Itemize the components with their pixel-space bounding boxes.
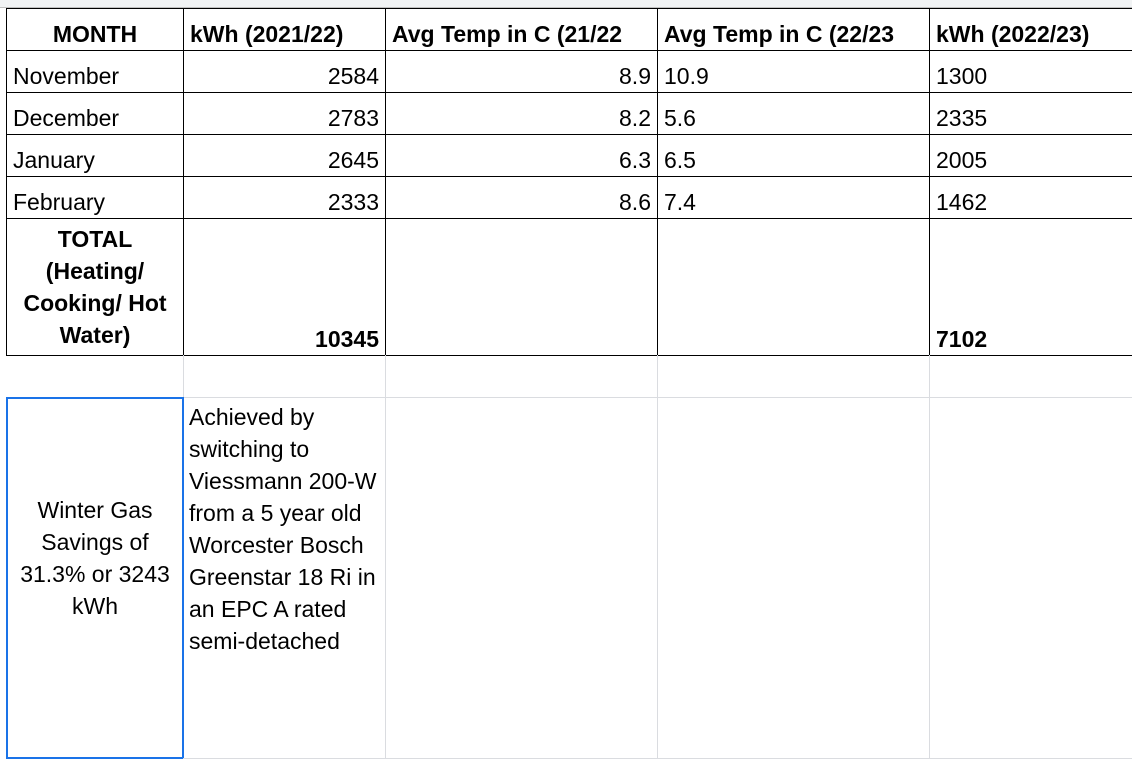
data-cell[interactable]: 2335 [929, 92, 1132, 135]
data-cell[interactable]: 8.6 [385, 176, 658, 219]
data-cell[interactable]: 2584 [183, 50, 386, 93]
data-cell[interactable]: December [6, 92, 184, 135]
total-label[interactable]: TOTAL (Heating/ Cooking/ Hot Water) [6, 218, 184, 356]
data-cell[interactable]: 7.4 [657, 176, 930, 219]
data-cell[interactable]: February [6, 176, 184, 219]
total-cell[interactable]: 7102 [929, 218, 1132, 356]
header-cell[interactable]: MONTH [6, 8, 184, 51]
header-cell[interactable]: Avg Temp in C (22/23 [657, 8, 930, 51]
header-cell[interactable]: kWh (2021/22) [183, 8, 386, 51]
data-cell[interactable]: 8.2 [385, 92, 658, 135]
data-cell[interactable]: November [6, 50, 184, 93]
empty-cell[interactable] [657, 218, 930, 356]
data-cell[interactable]: 2645 [183, 134, 386, 177]
empty-cell[interactable] [183, 355, 386, 398]
sheet-top-edge [0, 0, 1132, 8]
data-cell[interactable]: 6.5 [657, 134, 930, 177]
data-cell[interactable]: 5.6 [657, 92, 930, 135]
empty-cell[interactable] [657, 355, 930, 398]
header-cell[interactable]: kWh (2022/23) [929, 8, 1132, 51]
header-cell[interactable]: Avg Temp in C (21/22 [385, 8, 658, 51]
data-cell[interactable]: 6.3 [385, 134, 658, 177]
data-cell[interactable]: 10.9 [657, 50, 930, 93]
savings-cell[interactable]: Winter Gas Savings of 31.3% or 3243 kWh [6, 397, 184, 759]
empty-cell[interactable] [929, 397, 1132, 759]
data-cell[interactable]: 2005 [929, 134, 1132, 177]
empty-cell[interactable] [6, 355, 184, 398]
data-cell[interactable]: 1300 [929, 50, 1132, 93]
details-cell[interactable]: Achieved by switching to Viessmann 200-W… [183, 397, 386, 759]
data-cell[interactable]: 8.9 [385, 50, 658, 93]
empty-cell[interactable] [657, 397, 930, 759]
data-cell[interactable]: 1462 [929, 176, 1132, 219]
empty-cell[interactable] [385, 218, 658, 356]
empty-cell[interactable] [385, 397, 658, 759]
data-cell[interactable]: 2333 [183, 176, 386, 219]
data-cell[interactable]: January [6, 134, 184, 177]
total-cell[interactable]: 10345 [183, 218, 386, 356]
empty-cell[interactable] [385, 355, 658, 398]
data-cell[interactable]: 2783 [183, 92, 386, 135]
empty-cell[interactable] [929, 355, 1132, 398]
